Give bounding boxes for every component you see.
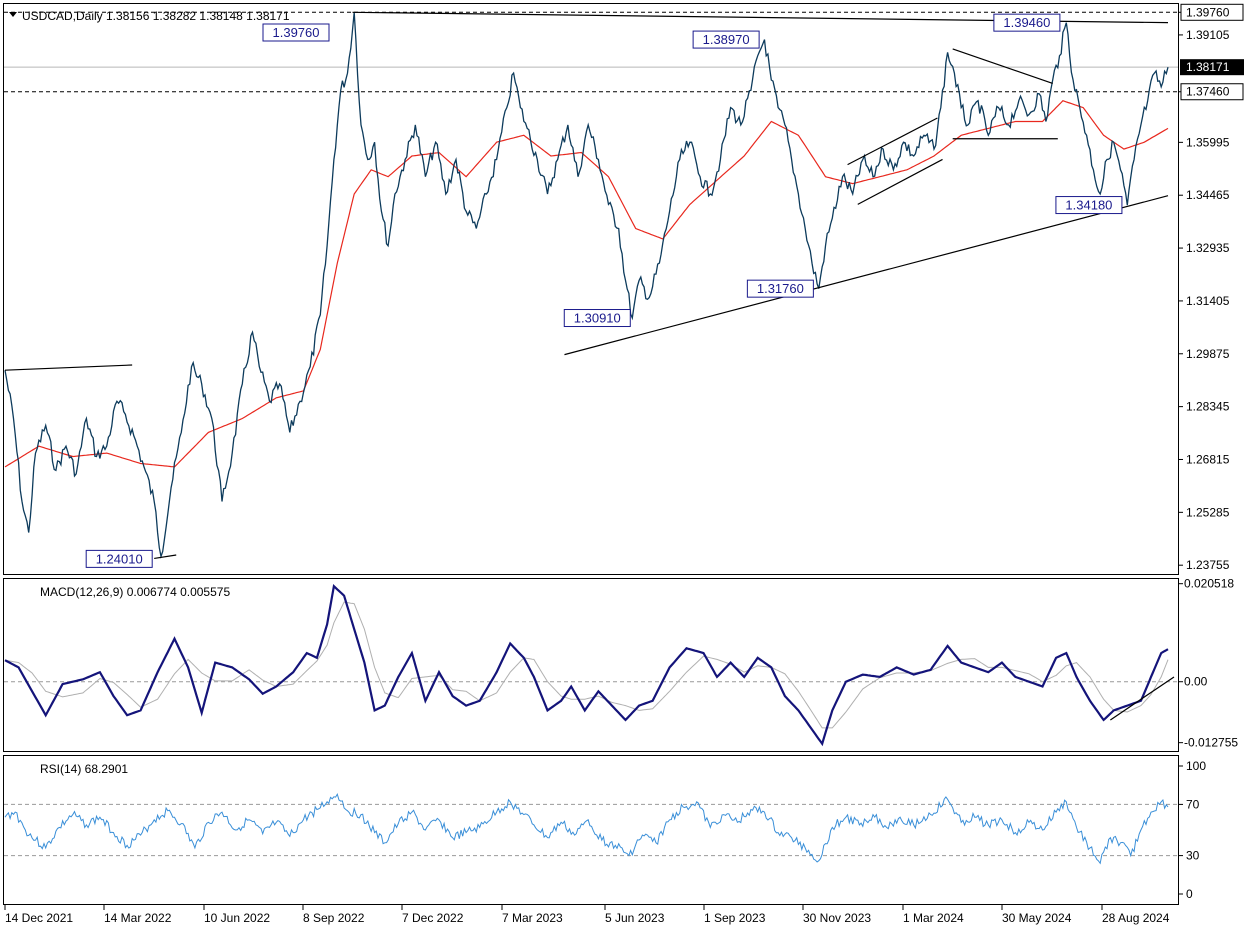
time-tick-label: 28 Aug 2024 — [1102, 911, 1170, 925]
moving-average-series — [4, 100, 1169, 468]
annotation-box — [262, 23, 330, 42]
macd-panel-frame — [3, 578, 1179, 752]
time-tick-label: 7 Dec 2022 — [402, 911, 464, 925]
time-axis: 14 Dec 2021 14 Mar 2022 10 Jun 2022 8 Sep 2… — [4, 905, 1170, 925]
price-tick-label: 1.23755 — [1186, 558, 1230, 572]
price-tick-label: 1.31405 — [1186, 294, 1230, 308]
annotation-1: 1.38970 — [692, 30, 760, 49]
price-line — [4, 12, 1169, 559]
price-tick-label: 1.25285 — [1186, 505, 1230, 519]
annotation-box — [85, 549, 153, 568]
annotation-4: 1.31760 — [746, 279, 814, 298]
price-level-tag — [1180, 3, 1244, 21]
price-tick-label: 1.34465 — [1186, 188, 1230, 202]
annotation-0: 1.39760 — [262, 23, 330, 42]
rsi-tick-label: 0 — [1186, 887, 1193, 901]
annotation-label: 1.31760 — [757, 281, 804, 296]
dropdown-triangle-icon[interactable] — [9, 12, 17, 17]
annotation-box — [746, 279, 814, 298]
price-tick-label: 1.39760 — [1186, 5, 1230, 19]
price-panel-frame — [3, 3, 1179, 575]
price-tick-label: 1.32935 — [1186, 241, 1230, 255]
annotation-label: 1.34180 — [1065, 198, 1112, 213]
rsi-tick-label: 30 — [1186, 849, 1200, 863]
time-tick-label: 7 Mar 2023 — [502, 911, 563, 925]
price-series — [4, 12, 1169, 559]
price-tick-label: 1.28345 — [1186, 400, 1230, 414]
symbol-header: USDCAD,Daily 1.38156 1.38282 1.38148 1.3… — [22, 9, 290, 23]
price-level-tag — [1180, 83, 1244, 101]
ma-line — [4, 100, 1169, 468]
annotation-label: 1.38970 — [703, 32, 750, 47]
rsi-line — [4, 792, 1169, 865]
time-tick-label: 5 Jun 2023 — [605, 911, 665, 925]
annotation-box — [1055, 196, 1123, 215]
trendline-2 — [564, 195, 1169, 356]
rsi-panel-frame — [3, 755, 1179, 905]
trendline-4 — [847, 117, 938, 166]
price-axis: 1.39760 1.39105 1.37460 1.35995 1.34465 1.329… — [1178, 3, 1244, 572]
price-tick-label: 1.29875 — [1186, 347, 1230, 361]
time-tick-label: 8 Sep 2022 — [303, 911, 365, 925]
annotation-label: 1.24010 — [96, 551, 143, 566]
annotation-box — [993, 13, 1061, 32]
rsi-title: RSI(14) 68.2901 — [40, 762, 128, 776]
rsi-panel: 100 70 30 0 — [4, 759, 1206, 901]
macd-title: MACD(12,26,9) 0.006774 0.005575 — [40, 585, 230, 599]
time-tick-label: 30 May 2024 — [1002, 911, 1072, 925]
annotation-6: 1.24010 — [85, 549, 153, 568]
time-tick-label: 30 Nov 2023 — [803, 911, 871, 925]
trendline-5 — [857, 158, 943, 205]
macd-tick-label: 0.020518 — [1184, 577, 1234, 591]
macd-tick-label: 0.00 — [1184, 675, 1208, 689]
annotation-label: 1.30910 — [574, 311, 621, 326]
macd-panel: 0.020518 0.00 -0.012755 — [4, 577, 1238, 750]
price-tick-label: 1.37460 — [1186, 85, 1230, 99]
trendline-0 — [4, 364, 133, 371]
current-price-tag — [1180, 59, 1244, 76]
annotation-2: 1.39460 — [993, 13, 1061, 32]
price-tick-label: 1.26815 — [1186, 452, 1230, 466]
macd-tick-label: -0.012755 — [1184, 736, 1238, 750]
time-tick-label: 1 Mar 2024 — [903, 911, 964, 925]
price-level-lines — [4, 11, 1178, 93]
price-tick-label: 1.39105 — [1186, 28, 1230, 42]
time-tick-label: 1 Sep 2023 — [704, 911, 766, 925]
annotation-label: 1.39760 — [273, 25, 320, 40]
macd-trendline-0 — [1110, 676, 1175, 721]
annotation-box — [563, 309, 631, 328]
rsi-tick-label: 70 — [1186, 797, 1200, 811]
annotation-3: 1.34180 — [1055, 196, 1123, 215]
time-tick-label: 14 Dec 2021 — [5, 911, 73, 925]
time-tick-label: 14 Mar 2022 — [104, 911, 172, 925]
annotation-box — [692, 30, 760, 49]
trendline-6 — [952, 48, 1053, 85]
current-price-label: 1.38171 — [1186, 60, 1230, 74]
macd-signal-line — [4, 601, 1169, 729]
trendline-3 — [154, 554, 177, 560]
rsi-tick-label: 100 — [1186, 759, 1206, 773]
price-annotations: 1.39760 1.38970 1.39460 1.34180 1.31760 1.309… — [85, 13, 1123, 568]
time-tick-label: 10 Jun 2022 — [204, 911, 270, 925]
annotation-5: 1.30910 — [563, 309, 631, 328]
macd-line — [4, 584, 1169, 747]
annotation-label: 1.39460 — [1003, 15, 1050, 30]
price-tick-label: 1.35995 — [1186, 135, 1230, 149]
